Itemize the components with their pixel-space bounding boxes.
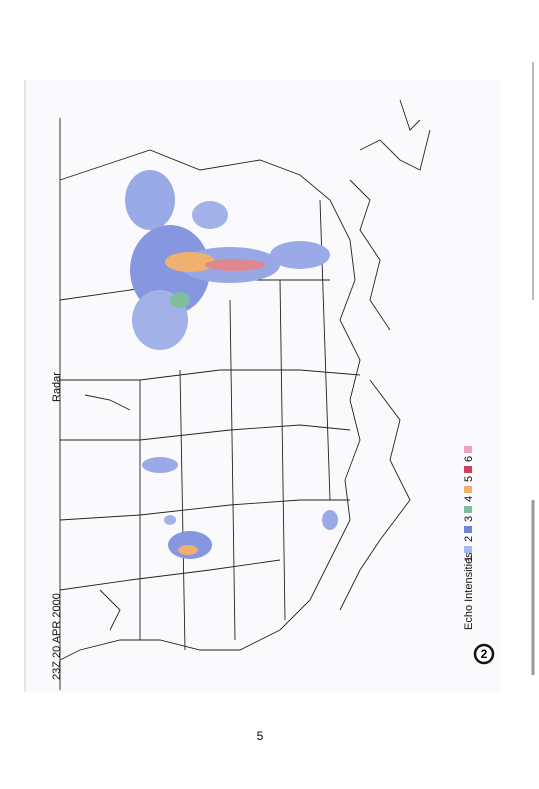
page-number: 5 — [257, 729, 264, 743]
legend-swatch — [464, 466, 472, 473]
echo — [125, 170, 175, 230]
radar-echoes — [125, 170, 338, 559]
legend-level: 2 — [463, 536, 475, 542]
legend-swatch — [464, 506, 472, 513]
echo — [178, 545, 198, 555]
legend-level: 3 — [463, 516, 475, 522]
badge-text: 2 — [481, 647, 488, 661]
coastline — [84, 394, 131, 631]
scan-area — [25, 80, 500, 692]
map-title: Radar — [51, 372, 63, 402]
border — [60, 424, 351, 441]
legend-swatch — [464, 446, 472, 453]
legend-label: Echo Intensities: — [463, 549, 475, 630]
echo — [270, 241, 330, 269]
echo — [192, 201, 228, 229]
border — [59, 499, 350, 521]
legend-items: 1 2 3 4 5 6 — [463, 446, 475, 562]
legend-level: 1 — [463, 556, 475, 562]
border — [60, 369, 361, 381]
legend-level: 6 — [463, 456, 475, 462]
coastline — [59, 149, 361, 661]
legend-swatch — [464, 546, 472, 553]
legend-level: 5 — [463, 476, 475, 482]
coastline — [349, 99, 431, 331]
echo — [165, 252, 215, 272]
legend-swatch — [464, 486, 472, 493]
echo — [164, 515, 176, 525]
echo — [142, 457, 178, 473]
echo — [170, 292, 190, 308]
legend: Echo Intensities: 1 2 3 4 5 6 2 — [463, 446, 495, 665]
border — [59, 559, 281, 591]
echo — [322, 510, 338, 530]
border — [139, 199, 331, 651]
badge-circle — [473, 643, 495, 665]
echo — [205, 259, 265, 271]
timestamp: 23Z 20 APR 2000 — [51, 593, 63, 680]
legend-swatch — [464, 526, 472, 533]
legend-level: 4 — [463, 496, 475, 502]
coastline — [339, 379, 411, 611]
